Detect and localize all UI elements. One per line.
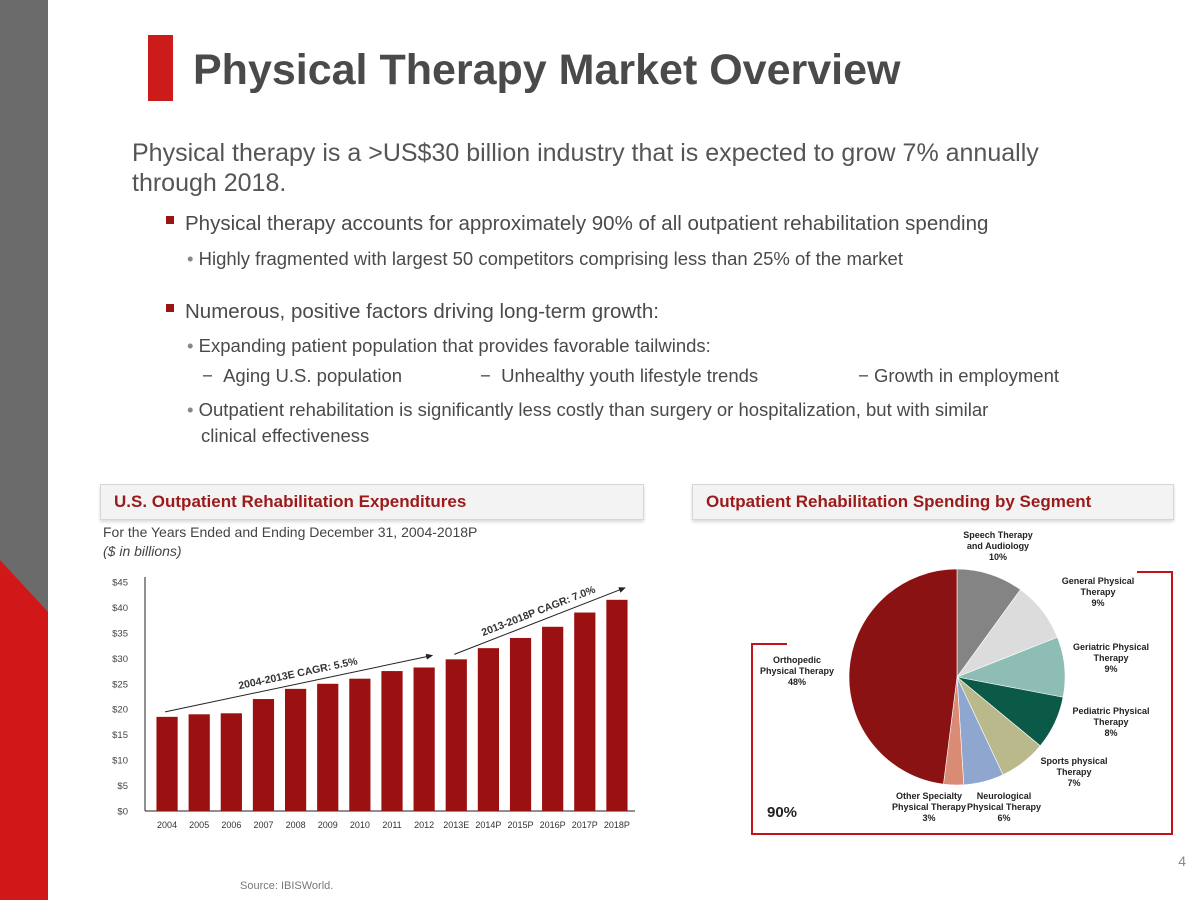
bar: [509, 637, 532, 811]
bar: [188, 714, 210, 811]
pie-slice: [848, 568, 958, 785]
y-tick-label: $20: [112, 705, 128, 716]
pie-chart: 90% Speech Therapy and Audiology 10% General…: [751, 530, 1173, 835]
bracket-label: 90%: [767, 804, 797, 821]
bar: [413, 667, 435, 811]
x-tick-label: 2010: [350, 820, 370, 830]
x-tick-label: 2008: [286, 820, 306, 830]
x-tick-label: 2012: [414, 820, 434, 830]
cagr-arrow: [164, 653, 434, 713]
pie-panel-header: [692, 484, 1174, 520]
y-tick-label: $25: [112, 679, 128, 690]
bar: [574, 612, 596, 811]
x-tick-label: 2017P: [572, 820, 598, 830]
x-tick-label: 2006: [221, 820, 241, 830]
title-accent-bar: [148, 35, 173, 101]
bar-panel-header: [100, 484, 644, 520]
bar: [156, 716, 178, 811]
y-tick-label: $30: [112, 654, 128, 665]
bullet-2-sub-2-cont: clinical effectiveness: [201, 425, 370, 446]
y-tick-label: $40: [112, 603, 128, 614]
bullet-2: Numerous, positive factors driving long-…: [185, 300, 659, 323]
page-number: 4: [1178, 853, 1186, 869]
slice-label: Speech Therapy and Audiology 10%: [963, 530, 1033, 562]
bar-panel-title: U.S. Outpatient Rehabilitation Expenditu…: [114, 492, 467, 511]
slice-label: General Physical Therapy 9%: [1062, 576, 1135, 608]
bar-panel-units: ($ in billions): [103, 543, 182, 559]
y-tick-label: $35: [112, 628, 128, 639]
bar: [381, 671, 403, 811]
bar: [606, 599, 628, 811]
dash-item: − Unhealthy youth lifestyle trends: [480, 365, 759, 386]
x-tick-label: 2014P: [475, 820, 501, 830]
page-title: Physical Therapy Market Overview: [193, 46, 901, 94]
x-tick-label: 2013E: [443, 820, 469, 830]
bullet-2-sub-1: • Expanding patient population that prov…: [187, 335, 711, 356]
x-tick-label: 2016P: [540, 820, 566, 830]
x-tick-label: 2015P: [508, 820, 534, 830]
bullet-square: [166, 304, 174, 312]
dash-item: − Growth in employment: [858, 365, 1060, 386]
bullet-2-sub-2: • Outpatient rehabilitation is significa…: [187, 399, 989, 420]
x-tick-label: 2004: [157, 820, 177, 830]
bar: [252, 699, 275, 811]
bar-chart: $0 $5 $10 $15 $20 $25 $30 $35 $40 $45 2004 2005 2006…: [112, 577, 635, 830]
slice-label: Other Specialty Physical Therapy 3%: [892, 791, 966, 823]
intro-text: Physical therapy is a >US$30 billion ind…: [132, 139, 1039, 197]
bar: [317, 683, 339, 811]
y-tick-label: $0: [117, 807, 128, 818]
x-tick-label: 2009: [318, 820, 338, 830]
cagr-arrow: [454, 587, 626, 655]
bar: [220, 713, 242, 811]
y-tick-label: $15: [112, 730, 128, 741]
slice-label: Orthopedic Physical Therapy 48%: [760, 655, 834, 687]
slice-label: Geriatric Physical Therapy 9%: [1073, 642, 1149, 674]
bracket-90pct: [751, 571, 1173, 835]
slice-label: Sports physical Therapy 7%: [1040, 756, 1107, 788]
bar: [477, 648, 500, 811]
bar: [542, 626, 564, 811]
x-tick-label: 2011: [382, 820, 401, 830]
bullet-1-sub: • Highly fragmented with largest 50 comp…: [187, 248, 903, 269]
dash-item: − Aging U.S. population: [202, 365, 403, 386]
slice-label: Neurological Physical Therapy 6%: [967, 791, 1041, 823]
x-tick-label: 2005: [189, 820, 209, 830]
x-tick-label: 2018P: [604, 820, 630, 830]
bar-panel-subtitle: For the Years Ended and Ending December …: [103, 524, 478, 540]
y-tick-label: $5: [117, 781, 128, 792]
bar: [284, 688, 307, 811]
x-tick-label: 2007: [253, 820, 273, 830]
bar: [445, 659, 467, 811]
pie-panel-title: Outpatient Rehabilitation Spending by Se…: [706, 492, 1092, 511]
cagr-label: 2004-2013E CAGR: 5.5%: [237, 655, 359, 692]
bullet-1: Physical therapy accounts for approximat…: [185, 212, 989, 235]
bullet-square: [166, 216, 174, 224]
slice-label: Pediatric Physical Therapy 8%: [1072, 706, 1149, 738]
y-tick-label: $10: [112, 756, 128, 767]
bar: [349, 678, 371, 811]
source-note: Source: IBISWorld.: [240, 880, 334, 892]
y-tick-label: $45: [112, 578, 128, 589]
left-red-wedge: [0, 560, 48, 900]
